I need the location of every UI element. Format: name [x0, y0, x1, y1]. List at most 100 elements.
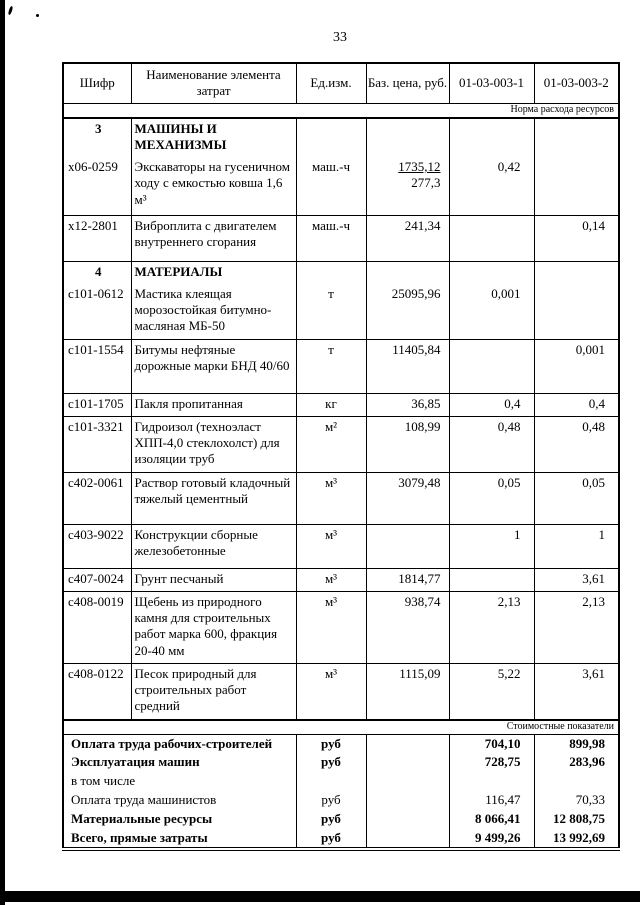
summary-unit [295, 772, 367, 791]
row-norm-1: 0,42 [448, 156, 535, 216]
row-norm-2: 0,48 [533, 415, 620, 473]
section-number: 3 [62, 117, 132, 157]
row-norm-2: 0,4 [533, 392, 620, 417]
base-price-denominator: 277,3 [411, 175, 441, 191]
summary-base-price [365, 753, 450, 772]
summary-label: Материальные ресурсы [62, 810, 297, 829]
resource-row: х12-2801 Виброплита с двигателем внутренн… [62, 214, 620, 262]
row-norm-1 [448, 214, 535, 262]
row-name: Раствор готовый кладочный тяжелый цемент… [130, 471, 297, 525]
row-base-price: 11405,84 [365, 338, 450, 394]
row-base-price [365, 260, 450, 284]
col-header-norm-2: 01-03-003-2 [533, 62, 620, 104]
resource-row: с101-3321 Гидроизол (техноэласт ХПП-4,0 с… [62, 415, 620, 473]
row-name: Экскаваторы на гусеничном ходу с емкость… [130, 156, 297, 216]
row-norm-1: 5,22 [448, 662, 535, 721]
summary-unit: руб [295, 829, 367, 850]
row-norm-1 [448, 338, 535, 394]
row-name: Виброплита с двигателем внутреннего сгор… [130, 214, 297, 262]
row-code: с101-3321 [62, 415, 132, 473]
col-header-name: Наименование элемента затрат [130, 62, 297, 104]
summary-base-price [365, 810, 450, 829]
row-base-price: 1735,12 277,3 [365, 156, 450, 216]
row-code: с408-0122 [62, 662, 132, 721]
summary-value-2: 12 808,75 [533, 810, 620, 829]
row-code: с403-9022 [62, 523, 132, 569]
row-unit: маш.-ч [295, 214, 367, 262]
summary-row: Оплата труда машинистов руб 116,47 70,33 [62, 791, 620, 810]
row-unit: маш.-ч [295, 156, 367, 216]
row-base-price [365, 117, 450, 157]
col-header-norm-1: 01-03-003-1 [448, 62, 535, 104]
row-unit [295, 260, 367, 284]
row-code: с101-1554 [62, 338, 132, 394]
summary-unit: руб [295, 753, 367, 772]
summary-rows: Оплата труда рабочих-строителей руб 704,10… [62, 734, 620, 850]
col-header-unit: Ед.изм. [295, 62, 367, 104]
summary-value-2: 283,96 [533, 753, 620, 772]
row-name: Гидроизол (техноэласт ХПП-4,0 стеклохолс… [130, 415, 297, 473]
row-base-price: 25095,96 [365, 283, 450, 340]
summary-base-price [365, 734, 450, 753]
resource-row: с402-0061 Раствор готовый кладочный тяжел… [62, 471, 620, 525]
summary-value-1 [448, 772, 535, 791]
row-unit [295, 117, 367, 157]
resource-rows: 3 МАШИНЫ И МЕХАНИЗМЫ х06-0259 Экскаваторы н… [62, 117, 620, 721]
summary-base-price [365, 791, 450, 810]
resource-row: с101-0612 Мастика клеящая морозостойкая б… [62, 283, 620, 340]
section-title: МАШИНЫ И МЕХАНИЗМЫ [130, 117, 297, 157]
row-code: с101-1705 [62, 392, 132, 417]
summary-value-2: 899,98 [533, 734, 620, 753]
section-note-costs: Стоимостные показатели [62, 718, 620, 735]
summary-value-1: 728,75 [448, 753, 535, 772]
resource-row: х06-0259 Экскаваторы на гусеничном ходу с… [62, 156, 620, 216]
scan-artifact-left-edge [0, 0, 5, 905]
summary-label: Всего, прямые затраты [62, 829, 297, 850]
row-base-price: 108,99 [365, 415, 450, 473]
row-norm-1: 2,13 [448, 590, 535, 664]
summary-unit: руб [295, 810, 367, 829]
row-code: с407-0024 [62, 567, 132, 592]
row-norm-1: 0,48 [448, 415, 535, 473]
row-norm-1: 0,4 [448, 392, 535, 417]
cost-table: Шифр Наименование элемента затрат Ед.изм… [62, 62, 620, 852]
summary-value-1: 116,47 [448, 791, 535, 810]
row-name: Пакля пропитанная [130, 392, 297, 417]
col-header-base-price: Баз. цена, руб. [365, 62, 450, 104]
summary-value-2: 70,33 [533, 791, 620, 810]
row-base-price: 241,34 [365, 214, 450, 262]
summary-label: Оплата труда рабочих-строителей [62, 734, 297, 753]
row-unit: кг [295, 392, 367, 417]
row-name: Щебень из природного камня для строитель… [130, 590, 297, 664]
row-unit: м³ [295, 567, 367, 592]
resource-row: с101-1705 Пакля пропитанная кг 36,85 0,4 0,4 [62, 392, 620, 417]
resource-row: с403-9022 Конструкции сборные железобетон… [62, 523, 620, 569]
row-name: Конструкции сборные железобетонные [130, 523, 297, 569]
row-norm-1 [448, 567, 535, 592]
section-number: 4 [62, 260, 132, 284]
summary-value-1: 704,10 [448, 734, 535, 753]
row-unit: м³ [295, 523, 367, 569]
col-header-code: Шифр [62, 62, 132, 104]
row-norm-1 [448, 260, 535, 284]
section-row: 3 МАШИНЫ И МЕХАНИЗМЫ [62, 117, 620, 157]
resource-row: с101-1554 Битумы нефтяные дорожные марки … [62, 338, 620, 394]
row-base-price: 1814,77 [365, 567, 450, 592]
resource-row: с408-0122 Песок природный для строительны… [62, 662, 620, 721]
summary-row: Материальные ресурсы руб 8 066,41 12 808,75 [62, 810, 620, 829]
scan-artifact-bottom-edge [0, 891, 640, 902]
summary-row: Всего, прямые затраты руб 9 499,26 13 992,6… [62, 829, 620, 850]
table-header: Шифр Наименование элемента затрат Ед.изм… [62, 62, 620, 119]
row-unit: м³ [295, 471, 367, 525]
row-name: Мастика клеящая морозостойкая битумно-ма… [130, 283, 297, 340]
row-name: Битумы нефтяные дорожные марки БНД 40/60 [130, 338, 297, 394]
summary-base-price [365, 829, 450, 850]
costs-note-section: Стоимостные показатели [62, 718, 620, 735]
row-norm-2 [533, 283, 620, 340]
row-base-price: 36,85 [365, 392, 450, 417]
summary-row: Оплата труда рабочих-строителей руб 704,10… [62, 734, 620, 753]
row-base-price: 3079,48 [365, 471, 450, 525]
resource-row: с407-0024 Грунт песчаный м³ 1814,77 3,61 [62, 567, 620, 592]
row-code: с402-0061 [62, 471, 132, 525]
